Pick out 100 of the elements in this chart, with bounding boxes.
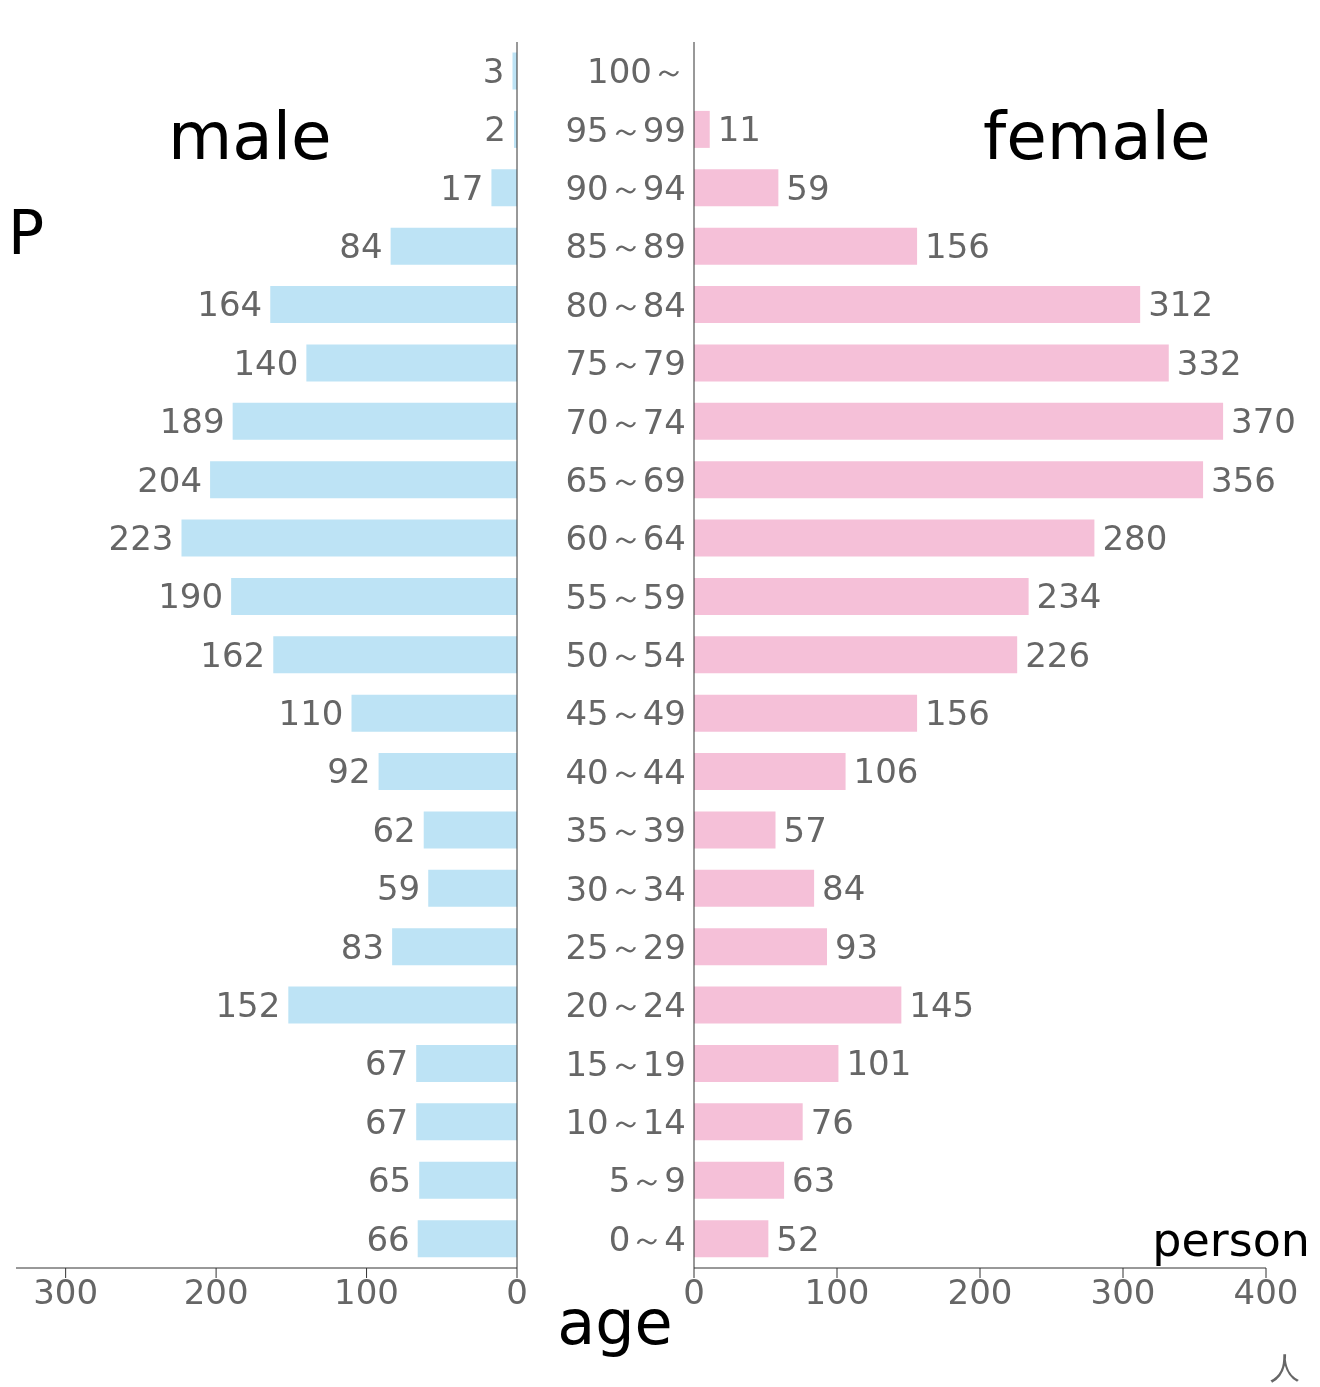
data-label: 101 [846,1043,912,1084]
y-tick-label: 95～99 [565,109,686,150]
data-label: 57 [783,809,827,850]
data-label: 93 [834,926,879,967]
data-label: 62 [372,809,416,850]
x-tick-label: 300 [1090,1272,1156,1313]
text: male [168,98,332,175]
data-label: 164 [197,284,263,325]
bar [210,461,517,499]
bar [351,694,517,732]
y-tick-label: 70～74 [565,401,686,442]
bar [232,402,517,440]
y-tick-label: 90～94 [565,168,686,209]
bar [694,694,918,732]
bar [694,811,776,849]
data-label: 145 [909,985,975,1025]
x-tick-label: 100 [334,1272,399,1313]
bar [181,519,517,557]
data-label: 3 [482,50,505,91]
data-label: 52 [776,1218,820,1259]
bar [694,753,846,791]
bar [288,986,517,1024]
y-tick-label: 10～14 [565,1102,686,1143]
data-label: 66 [366,1218,410,1259]
annotation: P [8,198,45,268]
bar [270,286,517,324]
bar [694,1044,839,1082]
bar [378,753,517,791]
bar [694,286,1141,324]
bar [694,461,1204,499]
data-label: 110 [278,693,344,734]
x-tick-label: 200 [947,1272,1013,1313]
bar [416,1103,517,1141]
bar [392,928,517,966]
bar [306,344,517,382]
bar [694,344,1169,382]
bar [423,811,517,849]
data-label: 140 [233,342,299,383]
text: 人 [1270,1350,1300,1385]
bar [694,577,1029,615]
data-label: 59 [786,167,830,208]
bar [231,577,517,615]
bar [694,869,815,907]
data-label: 223 [108,517,174,558]
y-tick-label: 30～34 [565,868,686,909]
y-tick-label: 65～69 [565,459,686,500]
data-label: 59 [376,868,421,909]
text: female [983,98,1211,175]
y-tick-label: 80～84 [565,284,686,325]
y-tick-label: 100～ [587,51,686,92]
data-label: 84 [339,226,383,267]
bar [417,1220,517,1258]
bar [428,869,517,907]
data-label: 106 [853,751,919,792]
bar [694,227,918,265]
y-tick-label: 20～24 [565,985,686,1026]
data-label: 234 [1036,576,1102,617]
data-label: 152 [215,985,281,1025]
data-label: 356 [1211,459,1276,500]
x-tick-label: 400 [1233,1272,1299,1313]
y-tick-label: 0～4 [608,1218,686,1259]
bar [416,1044,517,1082]
data-label: 162 [200,634,266,675]
x-tick-label: 300 [33,1272,99,1313]
bar [694,636,1018,674]
y-tick-label: 50～54 [565,635,686,676]
x-tick-label: 200 [183,1272,249,1313]
y-tick-label: 45～49 [565,693,686,734]
y-tick-label: 40～44 [565,751,686,792]
bar [694,928,827,966]
y-tick-label: 85～89 [565,226,686,267]
bar [491,169,517,207]
data-label: 83 [340,926,385,967]
y-tick-label: 5～9 [608,1160,686,1201]
bar [390,227,517,265]
data-label: 156 [925,226,990,267]
data-label: 156 [925,693,990,734]
bar [273,636,517,674]
x-tick-label: 100 [804,1272,870,1313]
data-label: 65 [367,1160,412,1201]
data-label: 280 [1102,517,1168,558]
data-label: 312 [1148,284,1214,325]
data-label: 2 [484,109,506,150]
bar [694,1103,803,1141]
bar [694,519,1095,557]
data-label: 190 [158,576,224,617]
data-label: 332 [1176,342,1242,383]
data-label: 370 [1231,401,1297,442]
y-tick-label: 15～19 [565,1043,686,1084]
data-label: 17 [440,167,484,208]
bar [694,402,1224,440]
y-tick-label: 55～59 [565,576,686,617]
data-label: 63 [792,1160,836,1201]
data-label: 11 [717,109,761,150]
y-tick-label: 25～29 [565,926,686,967]
data-label: 84 [822,868,866,909]
data-label: 76 [810,1101,854,1142]
y-tick-label: 60～64 [565,518,686,559]
x-tick-label: 0 [683,1272,705,1313]
data-label: 226 [1025,634,1091,675]
